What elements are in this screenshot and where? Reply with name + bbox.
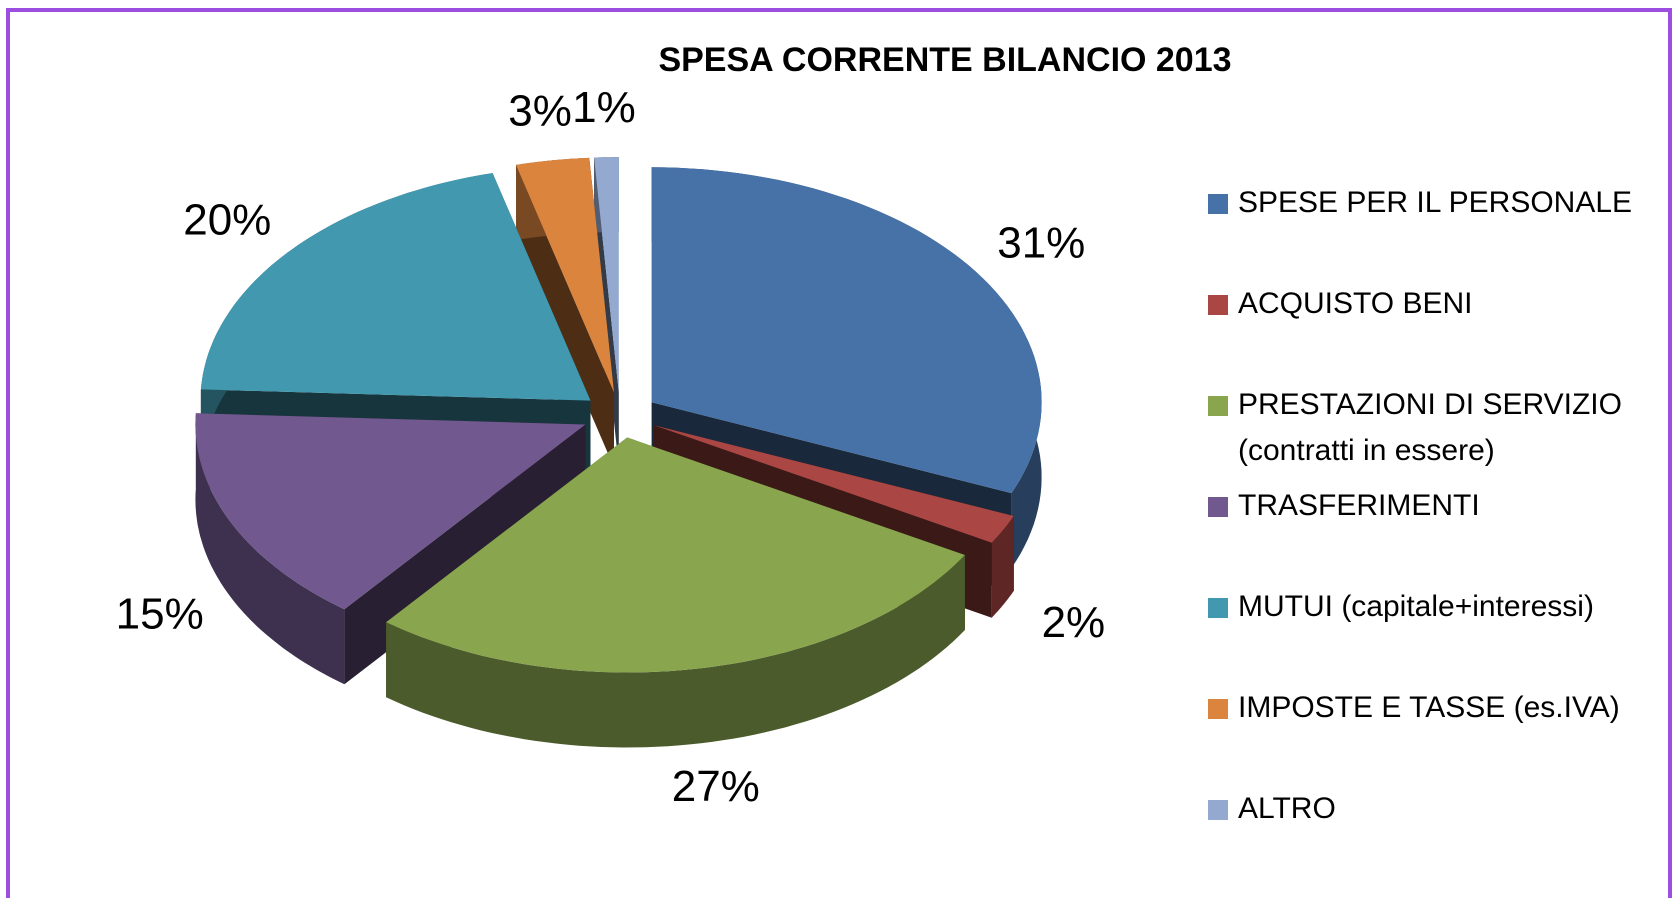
legend-item: ALTRO: [1208, 786, 1658, 887]
chart-border: [6, 8, 1672, 898]
slice: [654, 425, 1014, 543]
data-label: 20%: [183, 195, 271, 244]
data-label: 31%: [997, 219, 1085, 268]
data-label: 3%: [508, 87, 572, 136]
legend-item: IMPOSTE E TASSE (es.IVA): [1208, 685, 1658, 786]
legend-item: PRESTAZIONI DI SERVIZIO (contratti in es…: [1208, 382, 1658, 483]
legend-label: ACQUISTO BENI: [1238, 287, 1473, 320]
legend-swatch: [1208, 396, 1228, 416]
legend-swatch: [1208, 699, 1228, 719]
legend-label: SPESE PER IL PERSONALE: [1238, 186, 1633, 219]
slice-wall: [386, 555, 965, 748]
legend-label: ALTRO: [1238, 792, 1336, 825]
legend-label: MUTUI (capitale+interessi): [1238, 590, 1594, 623]
legend-swatch: [1208, 598, 1228, 618]
data-label: 27%: [672, 762, 760, 811]
legend-swatch: [1208, 497, 1228, 517]
chart-title: SPESA CORRENTE BILANCIO 2013: [658, 41, 1231, 79]
legend-swatch: [1208, 800, 1228, 820]
slice: [195, 413, 586, 610]
legend-item: ACQUISTO BENI: [1208, 281, 1658, 382]
data-label: 15%: [116, 589, 204, 638]
legend-swatch: [1208, 194, 1228, 214]
slice-wall: [991, 516, 1014, 618]
slice-side: [516, 164, 614, 468]
legend: SPESE PER IL PERSONALE ACQUISTO BENI PREST…: [1208, 180, 1658, 887]
legend-label: TRASFERIMENTI: [1238, 489, 1480, 522]
legend-label: IMPOSTE E TASSE (es.IVA): [1238, 691, 1620, 724]
legend-item: TRASFERIMENTI: [1208, 483, 1658, 584]
legend-label: PRESTAZIONI DI SERVIZIO (contratti in es…: [1238, 388, 1622, 467]
data-label: 1%: [572, 83, 636, 132]
slice: [516, 157, 614, 393]
slice: [200, 173, 591, 401]
legend-item: SPESE PER IL PERSONALE: [1208, 180, 1658, 281]
slice: [594, 157, 619, 393]
slice: [386, 437, 965, 673]
legend-item: MUTUI (capitale+interessi): [1208, 584, 1658, 685]
legend-swatch: [1208, 295, 1228, 315]
slice-wall: [195, 413, 345, 685]
slice: [651, 167, 1042, 494]
data-label: 2%: [1042, 598, 1106, 647]
